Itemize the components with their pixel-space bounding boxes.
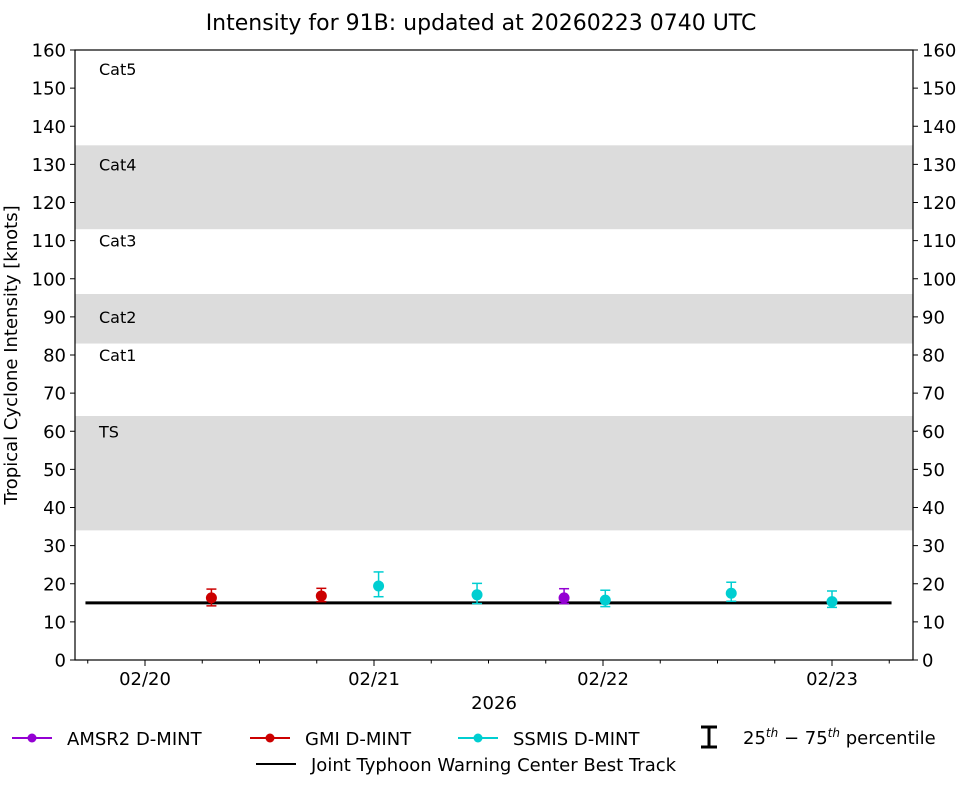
legend-label-percentile: 25th − 75th percentile: [743, 726, 936, 749]
y-tick-label-right: 120: [922, 193, 956, 214]
y-tick-label: 0: [55, 651, 66, 672]
y-tick-label-right: 30: [922, 536, 945, 557]
legend-item-best-track: Joint Typhoon Warning Center Best Track: [256, 755, 677, 776]
y-tick-label-right: 110: [922, 231, 956, 252]
x-axis-label: 2026: [471, 693, 517, 714]
band-cat4: [75, 145, 913, 230]
y-tick-label-right: 0: [922, 651, 933, 672]
y-tick-label-right: 140: [922, 117, 956, 138]
band-label-cat3: Cat3: [99, 232, 136, 251]
band-label-cat4: Cat4: [99, 155, 136, 174]
y-tick-label-right: 90: [922, 307, 945, 328]
data-points: [205, 571, 838, 609]
data-point: [725, 581, 737, 603]
data-point: [599, 589, 611, 608]
y-axis-label: Tropical Cyclone Intensity [knots]: [1, 205, 22, 505]
band-label-cat5: Cat5: [99, 60, 136, 79]
y-tick-label: 50: [43, 460, 66, 481]
legend-item-gmi: GMI D-MINT: [250, 729, 412, 750]
y-tick-label: 70: [43, 384, 66, 405]
y-tick-label: 120: [32, 193, 66, 214]
legend-label-amsr2: AMSR2 D-MINT: [67, 729, 203, 750]
y-tick-label: 60: [43, 422, 66, 443]
amsr2-marker-icon: [27, 733, 37, 743]
y-tick-label: 20: [43, 574, 66, 595]
legend-item-ssmis: SSMIS D-MINT: [458, 729, 640, 750]
x-axis: 02/20 02/21 02/22 02/23: [87, 660, 890, 690]
legend-item-amsr2: AMSR2 D-MINT: [12, 729, 203, 750]
band-label-cat1: Cat1: [99, 346, 136, 365]
data-point: [558, 587, 570, 605]
y-axis-left: 0 10 20 30 40 50 60 70 80 90 100 110 120 130 140 150 160: [32, 41, 75, 672]
category-bands: [75, 145, 913, 531]
x-tick-label: 02/20: [119, 669, 171, 690]
y-tick-label-right: 100: [922, 269, 956, 290]
x-tick-label: 02/23: [806, 669, 858, 690]
y-tick-label: 140: [32, 117, 66, 138]
y-tick-label: 100: [32, 269, 66, 290]
y-tick-label-right: 60: [922, 422, 945, 443]
data-point: [373, 571, 385, 598]
ssmis-marker-icon: [473, 733, 483, 743]
y-tick-label: 80: [43, 346, 66, 367]
legend-label-gmi: GMI D-MINT: [305, 729, 412, 750]
y-tick-label-right: 80: [922, 346, 945, 367]
y-tick-label: 110: [32, 231, 66, 252]
legend-label-best-track: Joint Typhoon Warning Center Best Track: [310, 755, 677, 776]
y-tick-label: 10: [43, 612, 66, 633]
gmi-marker-icon: [265, 733, 275, 743]
y-tick-label-right: 20: [922, 574, 945, 595]
legend-item-percentile: 25th − 75th percentile: [701, 725, 936, 749]
x-tick-label: 02/22: [577, 669, 629, 690]
plot-frame: [74, 49, 914, 661]
band-label-cat2: Cat2: [99, 308, 136, 327]
legend: AMSR2 D-MINT GMI D-MINT SSMIS D-MINT 25t…: [12, 725, 936, 776]
y-tick-label-right: 70: [922, 384, 945, 405]
y-tick-label: 150: [32, 79, 66, 100]
y-tick-label: 160: [32, 41, 66, 62]
category-band-labels: TS Cat1 Cat2 Cat3 Cat4 Cat5: [98, 60, 136, 441]
errorbar-icon: [701, 725, 717, 749]
data-point: [471, 582, 483, 605]
y-tick-label-right: 10: [922, 612, 945, 633]
x-tick-label: 02/21: [348, 669, 400, 690]
y-tick-label: 130: [32, 155, 66, 176]
data-point: [315, 587, 327, 603]
y-tick-label-right: 130: [922, 155, 956, 176]
data-point: [205, 588, 217, 607]
data-point: [826, 590, 838, 609]
y-tick-label: 90: [43, 307, 66, 328]
y-tick-label-right: 160: [922, 41, 956, 62]
y-tick-label-right: 150: [922, 79, 956, 100]
legend-label-ssmis: SSMIS D-MINT: [513, 729, 640, 750]
y-axis-right: 0 10 20 30 40 50 60 70 80 90 100 110 120 130 140 150 160: [913, 41, 956, 672]
band-ts: [75, 416, 913, 531]
chart-title: Intensity for 91B: updated at 20260223 0…: [206, 11, 757, 36]
y-tick-label-right: 40: [922, 498, 945, 519]
y-tick-label-right: 50: [922, 460, 945, 481]
y-tick-label: 30: [43, 536, 66, 557]
band-cat2: [75, 294, 913, 344]
band-label-ts: TS: [98, 422, 119, 441]
y-tick-label: 40: [43, 498, 66, 519]
